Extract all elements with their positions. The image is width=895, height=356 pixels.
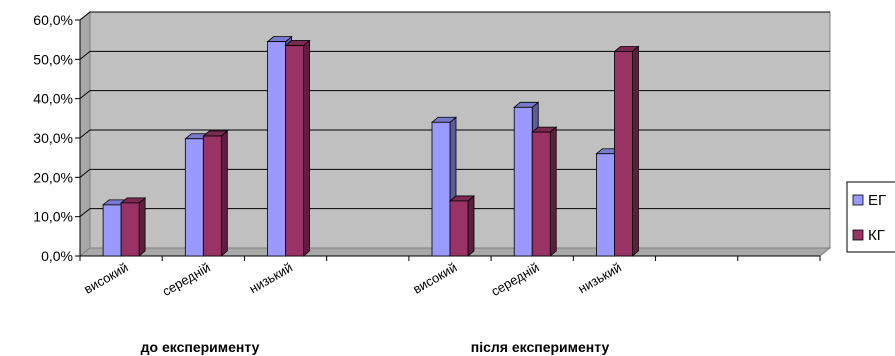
- legend-swatch-kg: [852, 229, 864, 241]
- x-category-label: низький: [247, 260, 296, 297]
- bar-КГ-4: [531, 126, 558, 257]
- y-tick-label: 60,0%: [33, 12, 73, 28]
- legend: ЕГ КГ: [846, 181, 895, 253]
- bar-КГ-3: [448, 195, 476, 257]
- bar-КГ-5: [613, 45, 640, 257]
- bars: [102, 35, 640, 257]
- y-tick-label: 50,0%: [33, 51, 73, 67]
- gridline: [79, 168, 830, 178]
- legend-label-kg: КГ: [868, 227, 885, 244]
- y-tick-label: 30,0%: [33, 130, 73, 146]
- x-category-label: низький: [575, 260, 624, 297]
- gridline: [79, 208, 830, 218]
- bar-КГ-2: [284, 39, 311, 257]
- category-labels: високий середній низький високий середній низ…: [81, 260, 624, 299]
- bar-КГ-1: [202, 130, 229, 257]
- x-category-label: високий: [81, 260, 130, 297]
- group-label-before: до експерименту: [141, 339, 260, 355]
- gridline: [79, 50, 830, 60]
- y-tick-labels: 0,0% 10,0% 20,0% 30,0% 40,0% 50,0% 60,0%: [33, 12, 73, 264]
- y-tick-label: 10,0%: [33, 209, 73, 225]
- gridline: [79, 11, 830, 21]
- gridlines: [79, 11, 830, 218]
- y-tick-label: 0,0%: [41, 248, 73, 264]
- bar-КГ-0: [120, 197, 147, 257]
- legend-label-eg: ЕГ: [868, 192, 886, 209]
- x-category-label: середній: [160, 260, 213, 299]
- group-labels: до експерименту після експерименту: [141, 339, 610, 355]
- legend-swatch-eg: [852, 194, 864, 206]
- gridline: [79, 90, 830, 100]
- gridline: [79, 129, 830, 139]
- x-category-label: середній: [488, 260, 541, 299]
- y-tick-label: 40,0%: [33, 91, 73, 107]
- group-label-after: після експерименту: [471, 339, 610, 355]
- x-category-label: високий: [410, 260, 459, 297]
- y-tick-label: 20,0%: [33, 169, 73, 185]
